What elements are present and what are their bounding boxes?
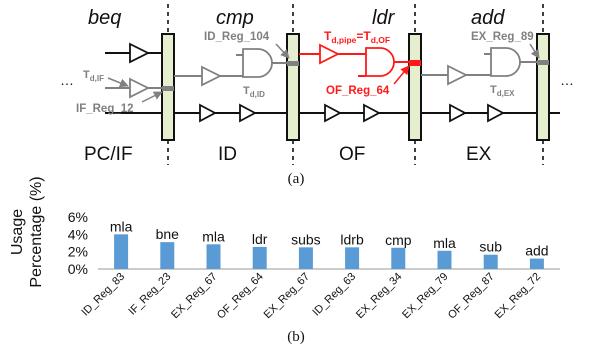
bar <box>437 250 452 269</box>
buffer-icon <box>449 103 467 123</box>
bar <box>206 244 221 269</box>
delay-if-label: Td,IF <box>83 69 104 83</box>
stage-ex: EX <box>466 144 492 165</box>
instruction-add: add <box>471 7 505 29</box>
id-stage-logic <box>174 48 287 87</box>
y-axis: 0%2% 4%6% <box>68 209 88 277</box>
y-tick-label: 2% <box>68 244 88 260</box>
ellipsis-left: … <box>60 72 74 88</box>
bar-label: mla <box>202 228 225 244</box>
buffer-icon <box>447 64 469 86</box>
chart-ylabel-line: Usage <box>9 209 26 255</box>
bar-labels: mla bne mla ldr subs ldrb cmp mla sub add <box>110 218 549 258</box>
arrow-icon <box>275 43 290 59</box>
buffer-icon <box>324 103 342 123</box>
instruction-beq: beq <box>88 7 121 29</box>
bar <box>391 247 406 269</box>
chart-ylabel: Usage Percentage (%) <box>9 176 45 287</box>
latch-marker-id <box>287 61 299 66</box>
bars <box>114 234 544 269</box>
if-stage-logic <box>105 42 162 99</box>
of-reg-label: OF_Reg_64 <box>326 85 390 97</box>
x-tick-label: EX_Reg_67 <box>262 271 312 321</box>
x-tick-label: OF_Reg_64 <box>215 271 266 322</box>
x-tick-label: EX_Reg_34 <box>354 271 404 321</box>
bar-label: subs <box>291 231 321 247</box>
bar <box>345 247 360 269</box>
stage-of: OF <box>339 144 365 165</box>
bar <box>529 258 544 269</box>
id-reg-label: ID_Reg_104 <box>204 31 270 43</box>
latch-of <box>408 33 422 141</box>
bar <box>483 254 498 269</box>
delay-of-label: Td,pipe=Td,OF <box>324 29 390 45</box>
buffer-icon <box>201 65 223 87</box>
bar-label: mla <box>433 235 456 251</box>
x-tick-label: IF_Reg_23 <box>126 271 173 318</box>
x-tick-label: OF_Reg_87 <box>446 271 497 322</box>
bar-label: ldr <box>252 231 268 247</box>
latch-marker-of <box>409 60 421 66</box>
delay-id-label: Td,ID <box>243 85 265 99</box>
x-tick-label: EX_Reg_67 <box>169 271 219 321</box>
delay-ex-label: Td,EX <box>490 84 515 98</box>
buffer-icon <box>129 42 151 64</box>
usage-bar-chart: Usage Percentage (%) 0%2% 4%6% mla bne mla ld… <box>9 176 560 345</box>
ex-stage-logic <box>421 47 537 86</box>
latch-marker-ex <box>537 60 549 65</box>
instruction-ldr: ldr <box>372 7 396 29</box>
buffer-icon <box>363 103 381 123</box>
buffer-icon <box>319 43 341 65</box>
stage-pc-if: PC/IF <box>84 144 133 165</box>
datapath-buffers <box>199 103 505 123</box>
latch-marker-if <box>162 86 174 91</box>
x-tick-label: ID_Reg_63 <box>310 271 358 319</box>
latch-ex <box>536 33 550 141</box>
pipeline-diagram: beq cmp ldr add … … <box>60 4 574 187</box>
ex-reg-label: EX_Reg_89 <box>471 31 534 43</box>
instruction-cmp: cmp <box>216 7 254 29</box>
bar <box>160 242 175 269</box>
bar-label: add <box>525 243 548 259</box>
caption-b: (b) <box>287 329 305 345</box>
caption-a: (a) <box>288 171 305 187</box>
x-tick-label: EX_Reg_72 <box>493 271 543 321</box>
bar <box>252 246 267 269</box>
latch-id <box>286 33 300 141</box>
and-gate-icon <box>490 47 521 77</box>
arrow-icon <box>393 65 410 85</box>
bar-label: cmp <box>385 232 412 248</box>
x-tick-label: ID_Reg_83 <box>79 271 127 319</box>
arrow-icon <box>141 91 163 103</box>
and-gate-icon <box>365 47 395 77</box>
stage-id: ID <box>218 144 237 165</box>
if-reg-label: IF_Reg_12 <box>76 103 134 115</box>
buffer-icon <box>239 103 257 123</box>
bar-label: mla <box>110 218 133 234</box>
arrow-icon <box>529 43 540 59</box>
y-tick-label: 0% <box>68 261 88 277</box>
buffer-icon <box>487 103 505 123</box>
arrow-icon <box>107 77 129 88</box>
ellipsis-right: … <box>560 72 574 88</box>
chart-ylabel-line: Percentage (%) <box>28 176 45 287</box>
x-tick-label: EX_Reg_79 <box>400 271 450 321</box>
y-tick-label: 6% <box>68 209 88 225</box>
bar <box>114 234 129 269</box>
and-gate-icon <box>242 48 273 78</box>
bar-label: ldrb <box>340 231 364 247</box>
buffer-icon <box>129 77 151 99</box>
y-tick-label: 4% <box>68 226 88 242</box>
buffer-icon <box>199 103 217 123</box>
of-stage-logic <box>299 43 409 77</box>
x-tick-labels: ID_Reg_83 IF_Reg_23EX_Reg_67OF_Reg_64EX_R… <box>79 271 543 322</box>
bar <box>298 247 313 269</box>
bar-label: sub <box>479 239 502 255</box>
bar-label: bne <box>156 226 180 242</box>
